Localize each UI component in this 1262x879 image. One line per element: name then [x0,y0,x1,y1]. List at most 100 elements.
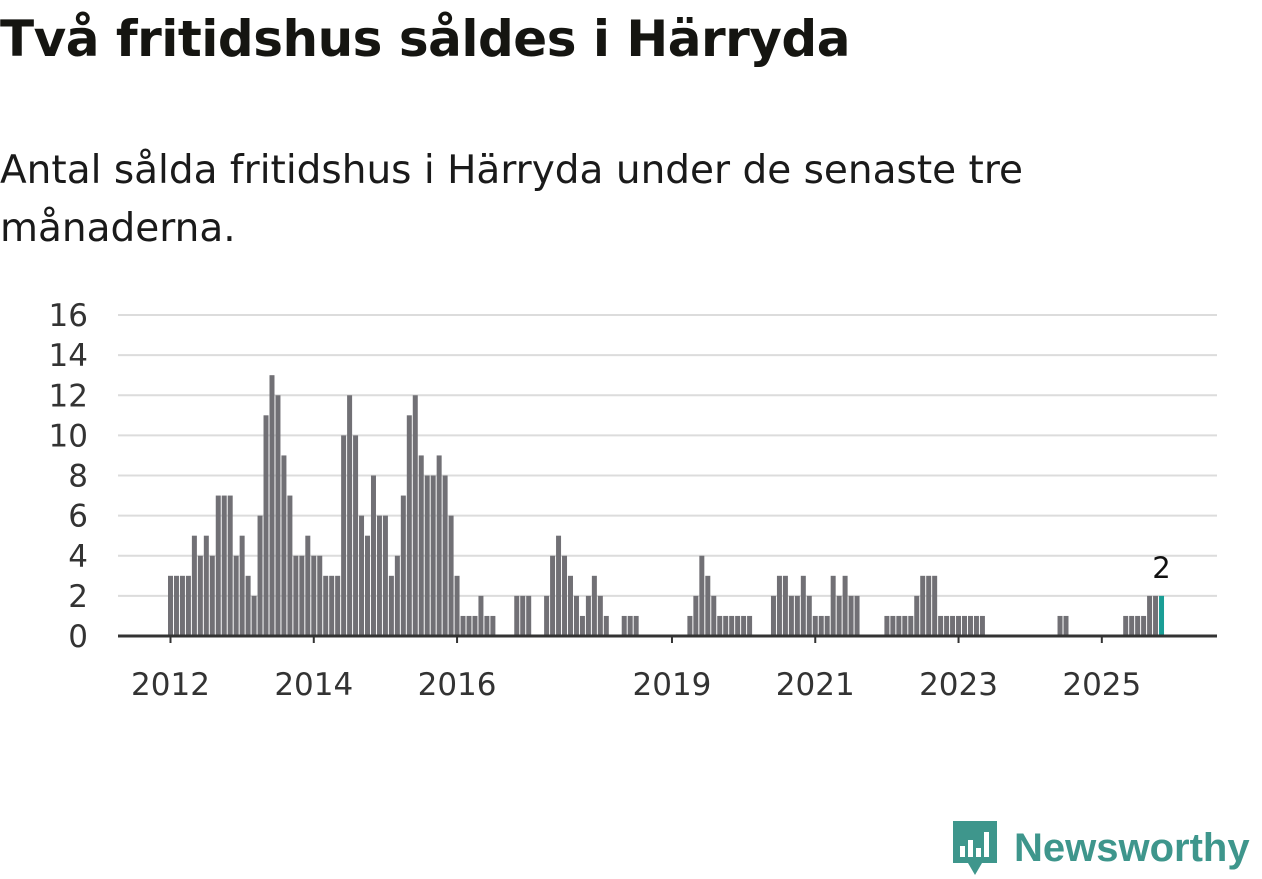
bar [735,615,741,636]
bar [973,615,979,636]
bar [556,535,562,636]
y-tick-label: 12 [49,378,88,414]
bar [478,595,484,636]
bar [412,395,418,636]
bar [914,595,920,636]
bar [902,615,908,636]
bar [1135,615,1141,636]
bar [818,615,824,636]
bar [770,595,776,636]
bar [233,555,239,636]
bar [747,615,753,636]
bar [245,575,251,636]
bar [335,575,341,636]
bar [544,595,550,636]
bar [442,475,448,636]
bar [1153,595,1159,636]
bar [633,615,639,636]
bar [287,495,293,636]
bar [353,435,359,636]
bar [365,535,371,636]
bar [1141,615,1147,636]
bar [418,455,424,636]
x-tick-label: 2025 [1062,667,1141,703]
bar [693,595,699,636]
bar [1057,615,1063,636]
y-tick-label: 2 [68,579,88,615]
bar [359,515,365,636]
bar [370,475,376,636]
bar [221,495,227,636]
bar [347,395,353,636]
newsworthy-logo: Newsworthy [950,818,1250,878]
bar [567,575,573,636]
bar [830,575,836,636]
bar [705,575,711,636]
y-tick-label: 10 [49,418,88,454]
bar [1123,615,1129,636]
bar [788,595,794,636]
y-tick-label: 4 [68,539,88,575]
x-tick-label: 2014 [274,667,353,703]
bar [203,535,209,636]
bar [591,575,597,636]
bar [293,555,299,636]
bar [394,555,400,636]
bar [962,615,968,636]
bar [490,615,496,636]
bar [723,615,729,636]
bar [711,595,717,636]
bar [920,575,926,636]
y-tick-label: 8 [68,459,88,495]
bar [191,535,197,636]
bar [848,595,854,636]
bar [472,615,478,636]
bar [741,615,747,636]
bar [514,595,520,636]
bars [168,375,1165,636]
bar [627,615,633,636]
bar [448,515,454,636]
bar [263,415,269,636]
bar [484,615,490,636]
bar [239,535,245,636]
x-axis: 2012 2014 2016 2019 2021 2023 2025 [118,634,1217,703]
bar [938,615,944,636]
brand-name: Newsworthy [1014,825,1250,870]
bar [842,575,848,636]
bar [944,615,950,636]
y-tick-label: 14 [49,338,88,374]
bar [526,595,532,636]
chart-subtitle: Antal sålda fritidshus i Härryda under d… [0,148,1024,251]
y-tick-label: 0 [68,619,88,655]
bar [1129,615,1135,636]
bar [382,515,388,636]
bar [585,595,591,636]
bar [406,415,412,636]
latest-value-label: 2 [1152,551,1170,585]
bar [824,615,830,636]
bar [454,575,460,636]
y-tick-label: 16 [49,298,88,334]
bar [185,575,191,636]
bar [836,595,842,636]
bar-highlight [1159,595,1165,636]
bar [579,615,585,636]
bar [1147,595,1153,636]
bar [460,615,466,636]
bar [281,455,287,636]
annotations: 2 [1152,551,1170,585]
bar [603,615,609,636]
bar [430,475,436,636]
bar [562,555,568,636]
bar [376,515,382,636]
bar [257,515,263,636]
bar [812,615,818,636]
bar [305,535,311,636]
bar [573,595,579,636]
bar [806,595,812,636]
bar [227,495,233,636]
bar [926,575,932,636]
bar [979,615,985,636]
